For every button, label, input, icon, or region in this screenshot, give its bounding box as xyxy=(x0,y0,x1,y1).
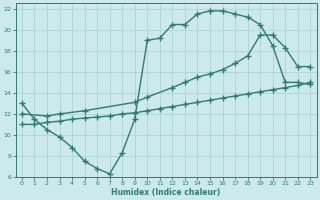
X-axis label: Humidex (Indice chaleur): Humidex (Indice chaleur) xyxy=(111,188,221,197)
